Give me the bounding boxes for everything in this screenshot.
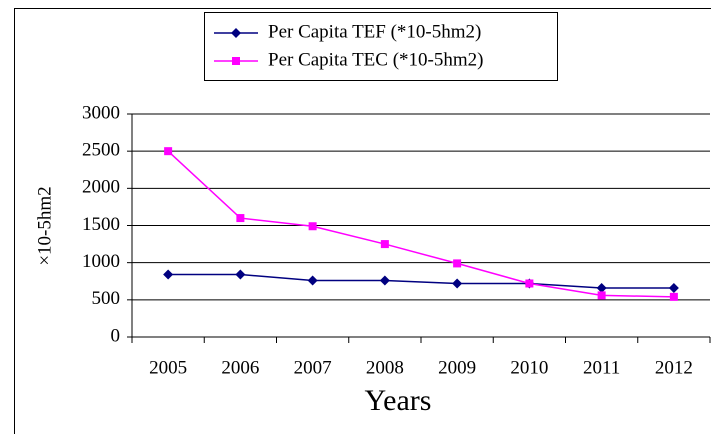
x-tick-label: 2008: [366, 357, 404, 378]
series-line: [167, 150, 674, 298]
data-point: [235, 269, 246, 280]
x-tick-label: 2006: [221, 357, 259, 378]
legend-marker: [231, 28, 241, 38]
data-point: [525, 279, 534, 288]
x-tick-label: 2011: [583, 357, 620, 378]
legend-label: Per Capita TEC (*10-5hm2): [268, 49, 483, 70]
data-point: [453, 259, 462, 268]
y-tick-label: 2000: [82, 177, 120, 198]
y-tick-label: 1500: [82, 214, 120, 235]
legend-marker: [232, 57, 240, 65]
y-tick-label: 3000: [82, 102, 120, 123]
series-line: [168, 273, 674, 289]
legend-box: [204, 12, 558, 81]
y-tick-label: 1000: [82, 251, 120, 272]
x-tick-label: 2009: [438, 357, 476, 378]
data-point: [596, 282, 607, 293]
data-point: [380, 240, 389, 249]
x-tick-label: 2012: [655, 357, 693, 378]
x-tick-label: 2005: [149, 357, 187, 378]
data-point: [597, 291, 606, 300]
data-point: [163, 269, 174, 280]
x-axis-label: Years: [365, 384, 432, 417]
y-axis-label: ×10-5hm2: [34, 186, 55, 265]
chart-frame: [14, 8, 711, 434]
y-tick-label: 0: [111, 325, 121, 346]
data-point: [307, 275, 318, 286]
data-point: [308, 222, 317, 231]
data-point: [236, 214, 245, 223]
y-tick-label: 500: [92, 288, 121, 309]
data-point: [669, 292, 678, 301]
x-tick-label: 2007: [294, 357, 332, 378]
data-point: [379, 275, 390, 286]
legend-label: Per Capita TEF (*10-5hm2): [268, 21, 481, 42]
y-tick-label: 2500: [82, 140, 120, 161]
x-tick-label: 2010: [510, 357, 548, 378]
data-point: [668, 282, 679, 293]
data-point: [164, 147, 173, 156]
data-point: [452, 278, 463, 289]
